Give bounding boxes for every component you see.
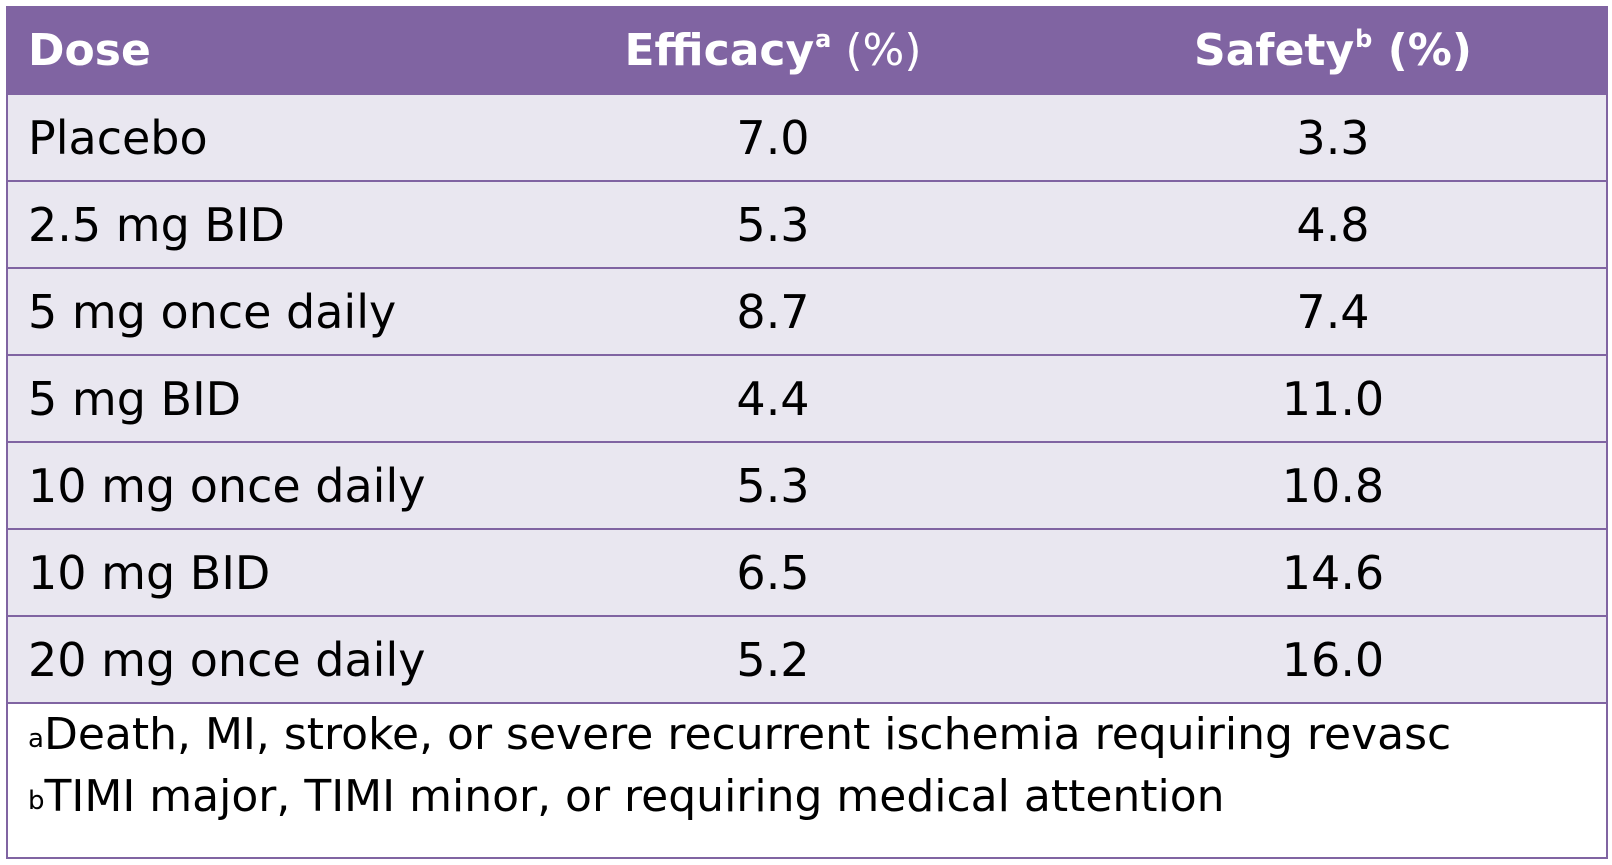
table-row: 20 mg once daily 5.2 16.0	[8, 617, 1606, 704]
header-efficacy-suffix: (%)	[831, 24, 922, 76]
cell-efficacy: 6.5	[736, 545, 810, 600]
cell-safety: 11.0	[1281, 371, 1385, 426]
footnote-a: aDeath, MI, stroke, or severe recurrent …	[28, 704, 1606, 766]
cell-safety: 14.6	[1281, 545, 1385, 600]
footnote-a-text: Death, MI, stroke, or severe recurrent i…	[43, 709, 1452, 760]
dose-table: Dose Efficacya (%) Safetyb (%) Placebo 7…	[6, 6, 1608, 859]
cell-efficacy: 4.4	[736, 371, 810, 426]
cell-efficacy: 5.3	[736, 458, 810, 513]
cell-efficacy: 5.3	[736, 197, 810, 252]
table-row: 2.5 mg BID 5.3 4.8	[8, 182, 1606, 269]
cell-dose: 5 mg BID	[28, 371, 242, 426]
header-dose: Dose	[28, 28, 151, 73]
cell-dose: 10 mg once daily	[28, 458, 426, 513]
cell-safety: 10.8	[1281, 458, 1385, 513]
header-efficacy-label: Efficacy	[624, 24, 815, 76]
footnote-b-marker: b	[28, 786, 45, 816]
cell-safety: 7.4	[1296, 284, 1370, 339]
cell-dose: 2.5 mg BID	[28, 197, 285, 252]
table-row: 5 mg once daily 8.7 7.4	[8, 269, 1606, 356]
cell-safety: 16.0	[1281, 632, 1385, 687]
footnote-b: bTIMI major, TIMI minor, or requiring me…	[28, 766, 1606, 828]
header-dose-label: Dose	[28, 24, 151, 76]
cell-efficacy: 5.2	[736, 632, 810, 687]
cell-dose: 5 mg once daily	[28, 284, 397, 339]
header-efficacy-sup: a	[815, 24, 832, 53]
cell-safety: 3.3	[1296, 110, 1370, 165]
table-row: Placebo 7.0 3.3	[8, 95, 1606, 182]
footnote-b-text: TIMI major, TIMI minor, or requiring med…	[44, 771, 1225, 822]
cell-dose: 10 mg BID	[28, 545, 271, 600]
table-row: 10 mg BID 6.5 14.6	[8, 530, 1606, 617]
table-header-row: Dose Efficacya (%) Safetyb (%)	[8, 8, 1606, 95]
cell-dose: Placebo	[28, 110, 208, 165]
header-safety-label: Safety	[1194, 24, 1355, 76]
header-safety-suffix: (%)	[1372, 24, 1472, 76]
table-row: 10 mg once daily 5.3 10.8	[8, 443, 1606, 530]
cell-efficacy: 8.7	[736, 284, 810, 339]
table-row: 5 mg BID 4.4 11.0	[8, 356, 1606, 443]
cell-dose: 20 mg once daily	[28, 632, 426, 687]
cell-efficacy: 7.0	[736, 110, 810, 165]
header-efficacy: Efficacya (%)	[588, 27, 958, 73]
footnote-a-marker: a	[28, 724, 44, 754]
cell-safety: 4.8	[1296, 197, 1370, 252]
header-safety: Safetyb (%)	[1148, 27, 1518, 73]
footnotes: aDeath, MI, stroke, or severe recurrent …	[8, 704, 1606, 828]
header-safety-sup: b	[1355, 24, 1373, 53]
